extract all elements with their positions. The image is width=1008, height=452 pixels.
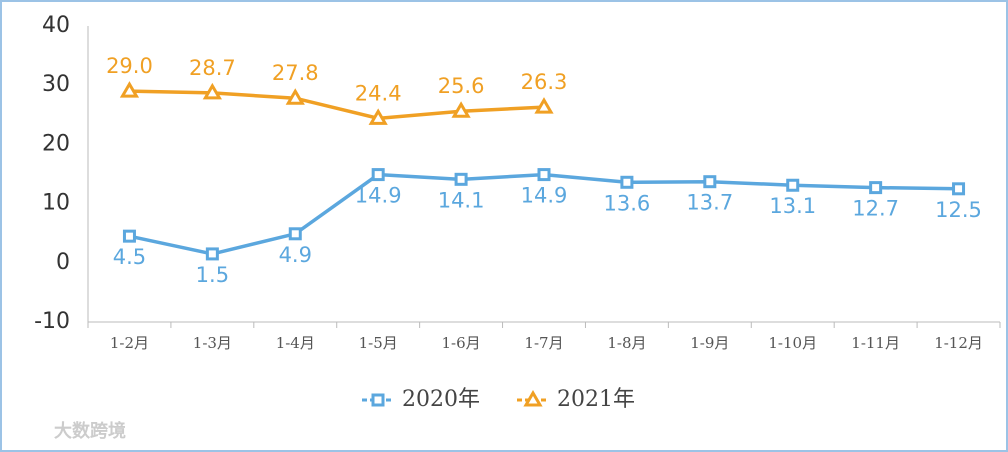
marker [952, 182, 966, 196]
series-line [129, 89, 545, 121]
x-tick-label: 1-2月 [110, 334, 149, 352]
data-label: 27.8 [272, 61, 319, 85]
data-label: 4.9 [279, 243, 312, 267]
marker [285, 88, 305, 105]
x-tick-label: 1-5月 [359, 334, 398, 352]
data-label: 24.4 [355, 81, 402, 105]
data-label: 13.6 [604, 191, 651, 215]
x-tick-label: 1-9月 [690, 334, 729, 352]
y-tick-label: -10 [34, 309, 70, 334]
x-tick-label: 1-7月 [524, 334, 563, 352]
data-label: 29.0 [106, 54, 153, 78]
data-label: 12.7 [852, 197, 899, 221]
data-label: 14.1 [438, 188, 485, 212]
x-tick-label: 1-12月 [934, 334, 983, 352]
y-tick-label: 20 [42, 131, 70, 156]
marker [371, 168, 385, 182]
data-label: 12.5 [935, 198, 982, 222]
data-label: 1.5 [196, 263, 229, 287]
marker [534, 97, 554, 114]
y-tick-label: 40 [42, 13, 70, 38]
x-tick-label: 1-10月 [768, 334, 817, 352]
data-label: 14.9 [355, 184, 402, 208]
x-tick-label: 1-8月 [607, 334, 646, 352]
marker [368, 108, 388, 125]
marker [122, 229, 136, 243]
y-tick-label: 30 [42, 72, 70, 97]
marker [119, 81, 140, 98]
x-tick-label: 1-11月 [851, 334, 900, 352]
marker [523, 390, 543, 407]
watermark: 大数跨境 [54, 420, 126, 442]
data-label: 13.1 [769, 194, 816, 218]
marker [703, 175, 717, 189]
x-tick-label: 1-6月 [442, 334, 481, 352]
marker [869, 181, 883, 195]
marker [620, 175, 634, 189]
marker [288, 227, 302, 241]
marker [451, 101, 471, 118]
y-tick-label: 0 [56, 250, 70, 275]
y-tick-label: 10 [42, 191, 70, 216]
marker [205, 247, 219, 261]
x-tick-label: 1-3月 [193, 334, 232, 352]
marker [537, 168, 551, 182]
legend-label: 2020年 [402, 387, 480, 412]
data-label: 26.3 [521, 70, 568, 94]
marker [786, 178, 800, 192]
data-label: 28.7 [189, 56, 236, 80]
marker [202, 82, 222, 100]
legend-label: 2021年 [557, 387, 635, 412]
marker [454, 172, 468, 186]
data-label: 13.7 [686, 191, 733, 215]
marker [371, 393, 385, 407]
x-tick-label: 1-4月 [276, 334, 315, 352]
data-label: 14.9 [521, 184, 568, 208]
data-label: 25.6 [438, 74, 485, 98]
data-label: 4.5 [113, 245, 146, 269]
